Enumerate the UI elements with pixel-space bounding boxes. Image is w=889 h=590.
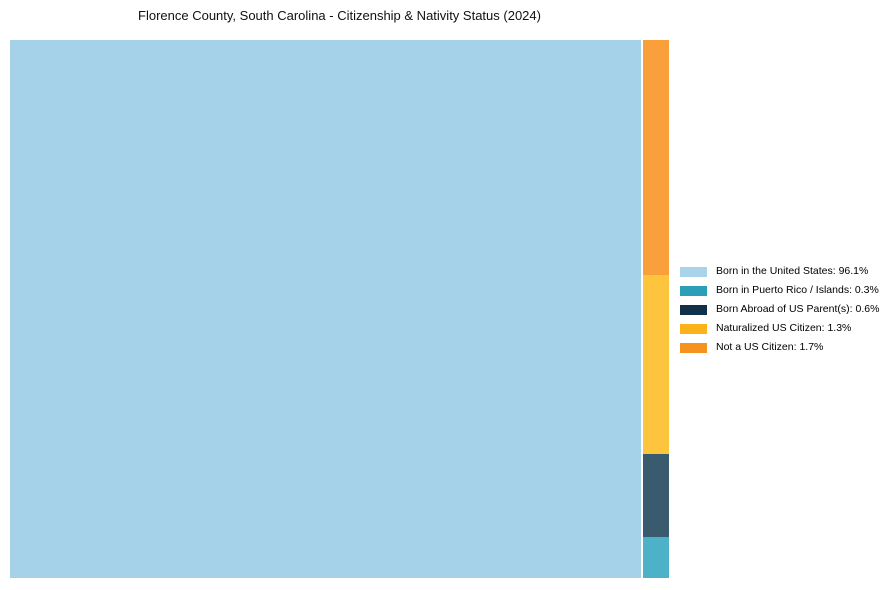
legend-swatch-not-us-citizen: [680, 342, 707, 353]
legend-label-born-in-us: Born in the United States: 96.1%: [716, 265, 869, 278]
legend-label-born-abroad-us-parents: Born Abroad of US Parent(s): 0.6%: [716, 303, 880, 316]
legend-item-born-in-us: Born in the United States: 96.1%: [680, 262, 879, 281]
legend-label-naturalized-us-citizen: Naturalized US Citizen: 1.3%: [716, 322, 852, 335]
legend-label-born-in-puerto-rico-islands: Born in Puerto Rico / Islands: 0.3%: [716, 284, 879, 297]
legend: Born in the United States: 96.1% Born in …: [680, 262, 879, 357]
treemap-cell-not-us-citizen: [643, 40, 669, 275]
treemap-cell-born-abroad-us-parents: [643, 453, 669, 537]
legend-item-naturalized-us-citizen: Naturalized US Citizen: 1.3%: [680, 319, 879, 338]
treemap-cell-born-in-us: [10, 40, 642, 578]
legend-item-not-us-citizen: Not a US Citizen: 1.7%: [680, 338, 879, 357]
treemap-minor-column: [643, 40, 669, 578]
treemap-cell-naturalized-us-citizen: [643, 274, 669, 454]
legend-swatch-born-abroad-us-parents: [680, 304, 707, 315]
legend-swatch-born-in-puerto-rico-islands: [680, 285, 707, 296]
legend-item-born-in-puerto-rico-islands: Born in Puerto Rico / Islands: 0.3%: [680, 281, 879, 300]
treemap-cell-born-in-puerto-rico-islands: [643, 536, 669, 578]
chart-title: Florence County, South Carolina - Citize…: [138, 8, 541, 23]
legend-swatch-naturalized-us-citizen: [680, 323, 707, 334]
legend-item-born-abroad-us-parents: Born Abroad of US Parent(s): 0.6%: [680, 300, 879, 319]
treemap-plot: [10, 40, 669, 578]
legend-swatch-born-in-us: [680, 266, 707, 277]
legend-label-not-us-citizen: Not a US Citizen: 1.7%: [716, 341, 824, 354]
